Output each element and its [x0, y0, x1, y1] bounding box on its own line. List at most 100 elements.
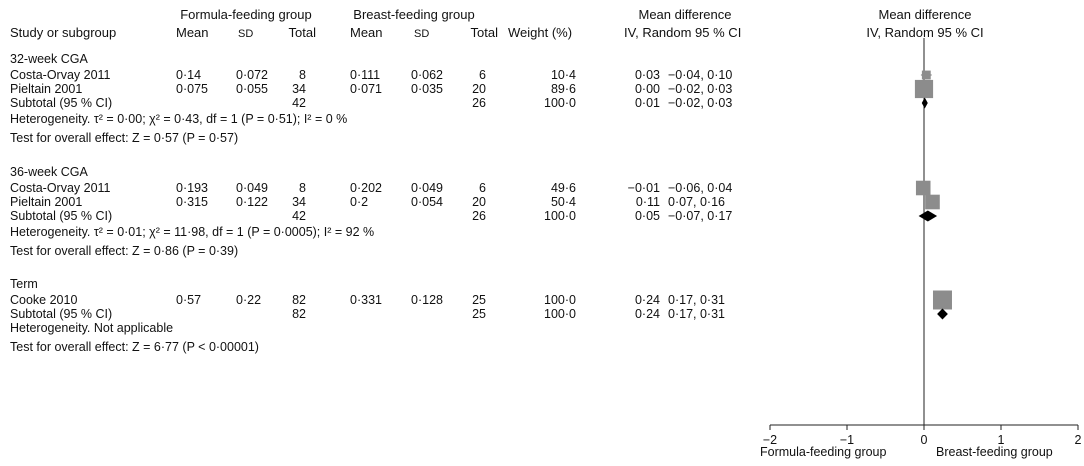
formula-group-header: Formula-feeding group	[180, 7, 312, 22]
confidence-interval: −0·02, 0·03	[668, 96, 733, 110]
subtotal-label: Subtotal (95 % CI)	[10, 307, 113, 321]
mean-difference: 0·24	[634, 307, 660, 321]
f-mean: 0·315	[176, 195, 208, 209]
f-total: 42	[292, 96, 306, 110]
f-mean: 0·57	[176, 293, 202, 307]
confidence-interval: −0·04, 0·10	[668, 68, 733, 82]
subgroup-title: 32-week CGA	[10, 52, 88, 66]
f-total: 34	[292, 195, 306, 209]
study-marker	[921, 70, 931, 80]
b-total: 6	[479, 68, 486, 82]
f-mean: 0·14	[176, 68, 202, 82]
overall-effect-text: Test for overall effect: Z = 0·86 (P = 0…	[10, 244, 239, 258]
b-sd: 0·054	[411, 195, 443, 209]
confidence-interval: 0·17, 0·31	[668, 293, 725, 307]
study-marker	[932, 290, 952, 310]
b-total: 20	[472, 195, 486, 209]
axis-right-label: Breast-feeding group	[936, 445, 1053, 459]
study-marker	[914, 79, 934, 99]
f-total: 82	[292, 293, 306, 307]
x-tick-label: −2	[763, 433, 777, 447]
b-sd: 0·035	[411, 82, 443, 96]
b-mean: 0·071	[350, 82, 382, 96]
subtotal-diamond	[937, 308, 948, 320]
confidence-interval: −0·07, 0·17	[668, 209, 733, 223]
weight: 89·6	[550, 82, 576, 96]
confidence-interval: −0·02, 0·03	[668, 82, 733, 96]
heterogeneity-text: Heterogeneity. Not applicable	[10, 321, 174, 335]
mean-difference: 0·24	[634, 293, 660, 307]
weight: 49·6	[550, 181, 576, 195]
b-total: 25	[472, 293, 486, 307]
study-name: Cooke 2010	[10, 293, 78, 307]
x-tick-label: 0	[921, 433, 928, 447]
f-sd: 0·122	[236, 195, 268, 209]
study-marker	[915, 180, 931, 196]
f-mean-header: Mean	[176, 25, 209, 40]
f-total: 8	[299, 181, 306, 195]
x-tick-label: 1	[998, 433, 1005, 447]
weight: 100·0	[544, 209, 576, 223]
b-total: 26	[472, 209, 486, 223]
f-sd-header: SD	[238, 28, 254, 40]
subtotal-label: Subtotal (95 % CI)	[10, 209, 113, 223]
breast-group-header: Breast-feeding group	[353, 7, 475, 22]
f-total: 42	[292, 209, 306, 223]
subgroup-title: Term	[10, 277, 38, 291]
f-sd: 0·22	[236, 293, 262, 307]
f-sd: 0·055	[236, 82, 268, 96]
b-total: 20	[472, 82, 486, 96]
b-mean: 0·2	[350, 195, 369, 209]
confidence-interval: 0·17, 0·31	[668, 307, 725, 321]
axis-left-label: Formula-feeding group	[760, 445, 887, 459]
confidence-interval: 0·07, 0·16	[668, 195, 725, 209]
subtotal-diamond	[918, 210, 938, 222]
f-sd: 0·072	[236, 68, 268, 82]
mean-difference-header: Mean difference	[638, 7, 732, 22]
weight: 100·0	[544, 293, 576, 307]
x-tick-label: −1	[840, 433, 854, 447]
overall-effect-text: Test for overall effect: Z = 6·77 (P < 0…	[10, 340, 259, 354]
plot-iv-random-header: IV, Random 95 % CI	[866, 25, 984, 40]
iv-random-header: IV, Random 95 % CI	[624, 25, 742, 40]
b-sd-header: SD	[414, 28, 430, 40]
study-name: Costa-Orvay 2011	[10, 181, 111, 195]
b-sd: 0·062	[411, 68, 443, 82]
f-total: 8	[299, 68, 306, 82]
overall-effect-text: Test for overall effect: Z = 0·57 (P = 0…	[10, 131, 239, 145]
study-name: Costa-Orvay 2011	[10, 68, 111, 82]
subtotal-diamond	[921, 97, 928, 109]
b-sd: 0·049	[411, 181, 443, 195]
mean-difference: 0·05	[634, 209, 660, 223]
study-column-header: Study or subgroup	[10, 25, 117, 40]
f-mean: 0·075	[176, 82, 208, 96]
mean-difference: 0·01	[634, 96, 660, 110]
heterogeneity-text: Heterogeneity. τ² = 0·01; χ² = 11·98, df…	[10, 225, 375, 239]
b-mean: 0·331	[350, 293, 382, 307]
subgroup-title: 36-week CGA	[10, 165, 88, 179]
f-total-header: Total	[288, 25, 316, 40]
confidence-interval: −0·06, 0·04	[668, 181, 733, 195]
x-tick-label: 2	[1075, 433, 1082, 447]
heterogeneity-text: Heterogeneity. τ² = 0·00; χ² = 0·43, df …	[10, 112, 348, 126]
subtotal-label: Subtotal (95 % CI)	[10, 96, 113, 110]
b-total-header: Total	[470, 25, 498, 40]
b-total: 25	[472, 307, 486, 321]
plot-mean-difference-header: Mean difference	[878, 7, 972, 22]
weight: 10·4	[550, 68, 576, 82]
b-mean: 0·111	[350, 68, 381, 82]
study-marker	[925, 194, 940, 210]
b-sd: 0·128	[411, 293, 443, 307]
study-name: Pieltain 2001	[10, 195, 83, 209]
study-name: Pieltain 2001	[10, 82, 83, 96]
mean-difference: 0·03	[634, 68, 660, 82]
b-total: 6	[479, 181, 486, 195]
f-total: 34	[292, 82, 306, 96]
mean-difference: 0·11	[635, 195, 660, 209]
weight: 100·0	[544, 307, 576, 321]
f-mean: 0·193	[176, 181, 208, 195]
f-sd: 0·049	[236, 181, 268, 195]
mean-difference: 0·00	[634, 82, 660, 96]
b-mean: 0·202	[350, 181, 382, 195]
